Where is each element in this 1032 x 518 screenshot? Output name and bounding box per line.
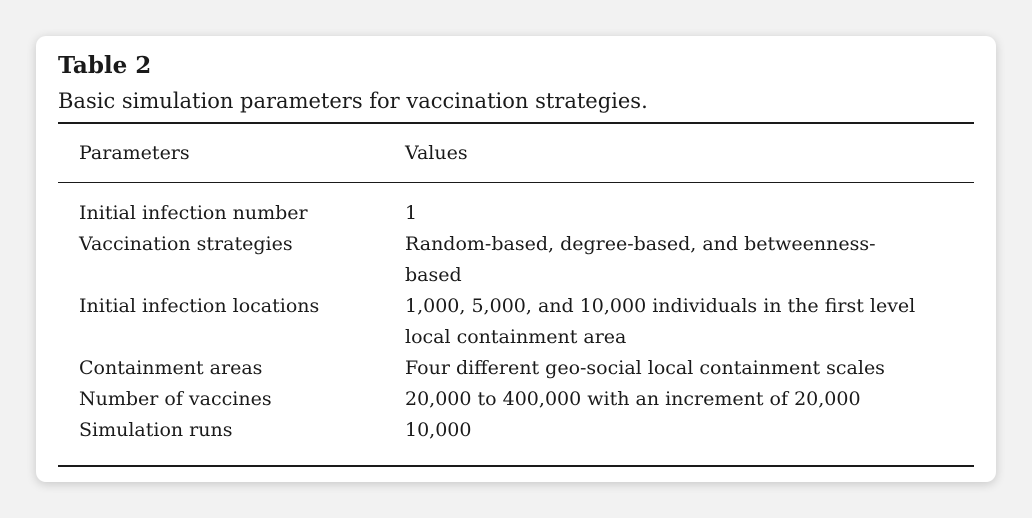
table-body: Initial infection number 1 Vaccination s… (36, 198, 996, 446)
table-card: Table 2 Basic simulation parameters for … (36, 36, 996, 482)
value-cell: 20,000 to 400,000 with an increment of 2… (405, 388, 861, 410)
parameter-cell: Vaccination strategies (79, 233, 293, 255)
parameter-cell: Initial infection locations (79, 295, 320, 317)
table-row: Initial infection locations 1,000, 5,000… (36, 291, 996, 353)
table-row: Vaccination strategies Random-based, deg… (36, 229, 996, 291)
header-rule (58, 182, 974, 183)
parameter-cell: Containment areas (79, 357, 263, 379)
table-row: Number of vaccines 20,000 to 400,000 wit… (36, 384, 996, 415)
table-header-row: Parameters Values (36, 138, 996, 168)
value-cell: Four different geo-social local containm… (405, 357, 885, 379)
table-row: Simulation runs 10,000 (36, 415, 996, 446)
top-rule (58, 122, 974, 124)
header-values: Values (405, 142, 468, 164)
table-caption: Basic simulation parameters for vaccinat… (58, 89, 648, 113)
value-cell: 1,000, 5,000, and 10,000 individuals in … (405, 295, 916, 348)
parameter-cell: Number of vaccines (79, 388, 272, 410)
value-cell: 10,000 (405, 419, 472, 441)
table-row: Initial infection number 1 (36, 198, 996, 229)
value-cell: Random-based, degree-based, and betweenn… (405, 233, 876, 286)
parameter-cell: Simulation runs (79, 419, 233, 441)
bottom-rule (58, 465, 974, 467)
table-label: Table 2 (58, 52, 152, 79)
header-parameters: Parameters (79, 142, 190, 164)
table-row: Containment areas Four different geo-soc… (36, 353, 996, 384)
parameter-cell: Initial infection number (79, 202, 308, 224)
value-cell: 1 (405, 202, 418, 224)
